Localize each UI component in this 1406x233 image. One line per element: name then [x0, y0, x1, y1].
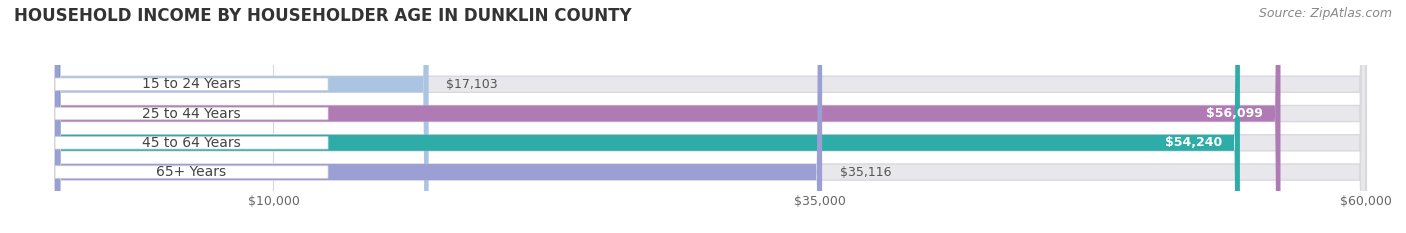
FancyBboxPatch shape: [55, 78, 328, 91]
FancyBboxPatch shape: [55, 0, 823, 233]
Text: $17,103: $17,103: [446, 78, 498, 91]
FancyBboxPatch shape: [55, 0, 1365, 233]
Text: 45 to 64 Years: 45 to 64 Years: [142, 136, 240, 150]
FancyBboxPatch shape: [55, 166, 328, 178]
FancyBboxPatch shape: [55, 0, 429, 233]
Text: HOUSEHOLD INCOME BY HOUSEHOLDER AGE IN DUNKLIN COUNTY: HOUSEHOLD INCOME BY HOUSEHOLDER AGE IN D…: [14, 7, 631, 25]
FancyBboxPatch shape: [55, 137, 328, 149]
FancyBboxPatch shape: [55, 0, 1281, 233]
FancyBboxPatch shape: [55, 0, 1365, 233]
Text: Source: ZipAtlas.com: Source: ZipAtlas.com: [1258, 7, 1392, 20]
FancyBboxPatch shape: [55, 107, 328, 120]
FancyBboxPatch shape: [55, 0, 1365, 233]
Text: 65+ Years: 65+ Years: [156, 165, 226, 179]
FancyBboxPatch shape: [55, 0, 1240, 233]
Text: $35,116: $35,116: [839, 165, 891, 178]
FancyBboxPatch shape: [55, 0, 1365, 233]
Text: $56,099: $56,099: [1206, 107, 1263, 120]
Text: $54,240: $54,240: [1166, 136, 1222, 149]
Text: 15 to 24 Years: 15 to 24 Years: [142, 77, 240, 91]
Text: 25 to 44 Years: 25 to 44 Years: [142, 106, 240, 120]
